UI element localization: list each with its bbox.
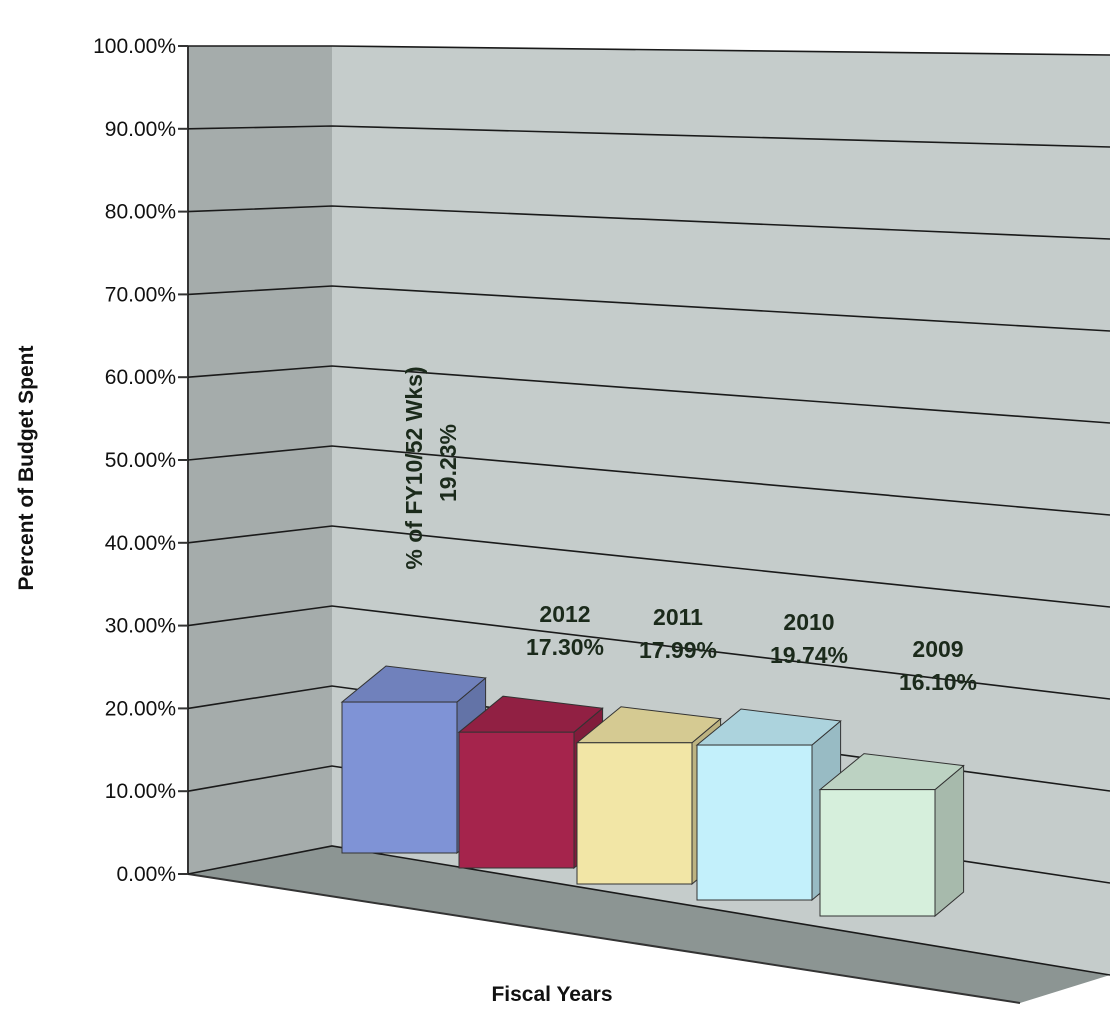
- y-tick-label: 20.00%: [105, 697, 176, 720]
- bars: [340, 665, 965, 918]
- bar-front: [819, 789, 936, 917]
- gridline: [188, 45, 1110, 56]
- x-axis-line: [187, 873, 1021, 1004]
- bar-category-label: % of FY10/52 Wks): [401, 366, 427, 569]
- y-tick-label: 50.00%: [105, 449, 176, 472]
- bar-value-label: 17.99%: [639, 637, 717, 663]
- gridline: [187, 365, 1110, 424]
- bar: [818, 753, 965, 918]
- gridline: [187, 685, 1110, 792]
- side-wall: [188, 46, 332, 874]
- y-axis-ticks: 0.00% 10.00% 20.00% 30.00% 40.00% 50.00% 60.00…: [93, 35, 188, 886]
- y-tick-label: 0.00%: [116, 863, 176, 886]
- y-tick-label: 40.00%: [105, 532, 176, 555]
- gridline: [187, 845, 1110, 976]
- bar: [695, 708, 842, 902]
- y-tick-label: 70.00%: [105, 283, 176, 306]
- floor: [188, 846, 1110, 1003]
- bar-value-label: 17.30%: [526, 634, 604, 660]
- y-tick-label: 80.00%: [105, 201, 176, 224]
- bar-value-label: 19.74%: [770, 642, 848, 668]
- bar-category-label: 2012: [539, 601, 590, 627]
- bar-front: [576, 742, 693, 885]
- y-tick-label: 100.00%: [93, 35, 176, 58]
- bar-category-label: 2010: [783, 609, 834, 635]
- gridlines: [187, 45, 1110, 976]
- bar-front: [458, 731, 575, 869]
- bar-category-label: 2009: [912, 636, 963, 662]
- bar-category-label: 2011: [653, 604, 703, 630]
- bar-value-label: 19.23%: [435, 424, 461, 502]
- y-axis-title: Percent of Budget Spent: [15, 345, 38, 590]
- bar-value-label: 16.10%: [899, 669, 977, 695]
- y-tick-label: 90.00%: [105, 118, 176, 141]
- gridline: [187, 525, 1110, 608]
- bar-front: [696, 744, 813, 901]
- gridline: [187, 605, 1110, 700]
- bar-front: [341, 701, 458, 854]
- y-tick-label: 30.00%: [105, 615, 176, 638]
- gridline: [187, 205, 1110, 240]
- y-tick-label: 60.00%: [105, 366, 176, 389]
- x-axis-title: Fiscal Years: [491, 983, 612, 1006]
- gridline: [187, 445, 1110, 516]
- gridline: [187, 285, 1110, 332]
- gridline: [187, 125, 1110, 148]
- bar-side: [934, 764, 965, 918]
- data-labels: % of FY10/52 Wks) 19.23% 2012 17.30% 2011 17.…: [401, 366, 977, 695]
- y-tick-label: 10.00%: [105, 780, 176, 803]
